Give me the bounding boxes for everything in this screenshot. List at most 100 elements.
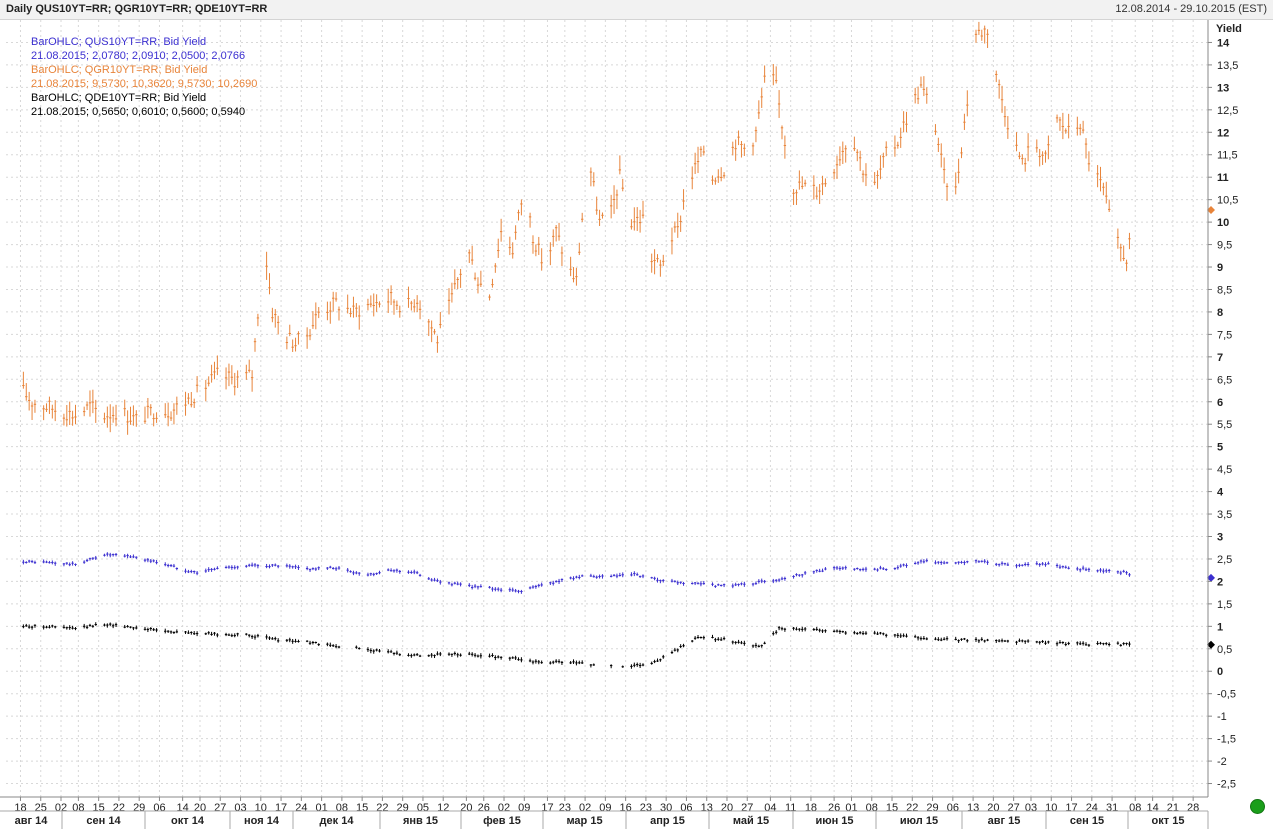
month-label: май 15 (733, 815, 769, 827)
x-tick-label: 31 (1106, 802, 1118, 814)
x-tick-label: 20 (194, 802, 206, 814)
x-tick-label: 09 (599, 802, 611, 814)
month-label: авг 15 (988, 815, 1021, 827)
x-tick-label: 30 (660, 802, 672, 814)
x-tick-label: 29 (397, 802, 409, 814)
month-label: июн 15 (815, 815, 853, 827)
x-tick-label: 09 (518, 802, 530, 814)
legend-series-label: BarOHLC; QUS10YT=RR; Bid Yield (31, 36, 206, 48)
y-tick-label: 1 (1217, 621, 1223, 633)
y-tick-label: 6,5 (1217, 374, 1232, 386)
y-tick-label: 6 (1217, 397, 1223, 409)
x-tick-label: 18 (14, 802, 26, 814)
x-tick-label: 22 (376, 802, 388, 814)
month-label: авг 14 (15, 815, 49, 827)
y-tick-label: 9,5 (1217, 240, 1232, 252)
month-label: фев 15 (483, 815, 521, 827)
legend-series-label: BarOHLC; QDE10YT=RR; Bid Yield (31, 92, 206, 104)
x-tick-label: 20 (987, 802, 999, 814)
month-label: сен 14 (86, 815, 121, 827)
chart-title: Daily QUS10YT=RR; QGR10YT=RR; QDE10YT=RR (6, 3, 268, 15)
y-axis: Yield-2,5-2-1,5-1-0,500,511,522,533,544,… (1207, 20, 1242, 797)
x-tick-label: 24 (295, 802, 307, 814)
grid-layer (6, 20, 1208, 797)
y-tick-label: -1,5 (1217, 734, 1236, 746)
month-label: июл 15 (900, 815, 938, 827)
x-tick-label: 23 (640, 802, 652, 814)
chart-titlebar: Daily QUS10YT=RR; QGR10YT=RR; QDE10YT=RR… (0, 0, 1273, 20)
x-tick-label: 02 (498, 802, 510, 814)
last-value-marker-icon (1207, 573, 1215, 582)
y-tick-label: 13 (1217, 82, 1229, 94)
y-tick-label: 12 (1217, 127, 1229, 139)
legend-series-label: BarOHLC; QGR10YT=RR; Bid Yield (31, 64, 207, 76)
x-tick-label: 28 (1187, 802, 1199, 814)
x-tick-label: 14 (177, 802, 189, 814)
x-tick-label: 01 (845, 802, 857, 814)
legend: BarOHLC; QUS10YT=RR; Bid Yield 21.08.2015… (31, 36, 257, 118)
x-tick-label: 13 (701, 802, 713, 814)
month-label: апр 15 (650, 815, 685, 827)
y-tick-label: 4,5 (1217, 464, 1232, 476)
y-tick-label: 10,5 (1217, 195, 1238, 207)
legend-series-values: 21.08.2015; 9,5730; 10,3620; 9,5730; 10,… (31, 78, 257, 90)
series-qde10ytrr (22, 622, 1215, 669)
month-label: окт 14 (171, 815, 205, 827)
green-status-dot-icon[interactable] (1250, 799, 1265, 814)
series-qgr10ytrr (22, 21, 1215, 435)
x-axis: 18 25 02 08 15 22 29 06 14 20 27 03 10 17 24 01 08 15 22 29… (0, 796, 1209, 829)
last-value-marker-icon (1207, 640, 1215, 649)
x-tick-label: 24 (1086, 802, 1098, 814)
x-tick-label: 14 (1146, 802, 1158, 814)
x-tick-label: 15 (356, 802, 368, 814)
x-tick-label: 17 (275, 802, 287, 814)
x-tick-label: 13 (967, 802, 979, 814)
y-axis-label: Yield (1216, 23, 1242, 35)
x-tick-label: 26 (478, 802, 490, 814)
legend-series-values: 21.08.2015; 0,5650; 0,6010; 0,5600; 0,59… (31, 106, 245, 118)
y-tick-label: 0,5 (1217, 644, 1232, 656)
x-tick-label: 11 (785, 802, 796, 814)
x-tick-label: 04 (764, 802, 776, 814)
x-tick-label: 27 (1008, 802, 1020, 814)
y-tick-label: 14 (1217, 37, 1230, 49)
x-tick-label: 25 (35, 802, 47, 814)
y-tick-label: 12,5 (1217, 105, 1238, 117)
month-label: дек 14 (320, 815, 355, 827)
x-tick-label: 20 (721, 802, 733, 814)
x-tick-label: 22 (113, 802, 125, 814)
x-tick-label: 17 (1065, 802, 1077, 814)
last-value-marker-icon (1207, 205, 1215, 214)
x-tick-label: 15 (93, 802, 105, 814)
plot-background (6, 20, 1208, 797)
y-tick-label: 9 (1217, 262, 1223, 274)
y-tick-label: 4 (1217, 487, 1224, 499)
x-tick-label: 02 (579, 802, 591, 814)
x-tick-label: 29 (133, 802, 145, 814)
x-tick-label: 06 (153, 802, 165, 814)
date-range: 12.08.2014 - 29.10.2015 (EST) (1115, 3, 1267, 15)
x-tick-label: 05 (417, 802, 429, 814)
y-tick-label: 3 (1217, 532, 1223, 544)
x-tick-label: 22 (906, 802, 918, 814)
x-tick-label: 10 (1045, 802, 1057, 814)
x-tick-label: 23 (559, 802, 571, 814)
y-tick-label: 3,5 (1217, 509, 1232, 521)
x-tick-label: 06 (947, 802, 959, 814)
y-tick-label: 2 (1217, 576, 1223, 588)
x-tick-label: 27 (214, 802, 226, 814)
x-tick-label: 08 (72, 802, 84, 814)
x-tick-label: 27 (741, 802, 753, 814)
y-tick-label: 2,5 (1217, 554, 1232, 566)
series-qus10ytrr (22, 552, 1215, 594)
x-tick-label: 29 (926, 802, 938, 814)
y-tick-label: 0 (1217, 666, 1223, 678)
y-tick-label: 11,5 (1217, 150, 1238, 162)
x-tick-label: 20 (460, 802, 472, 814)
month-label: окт 15 (1152, 815, 1185, 827)
y-tick-label: 10 (1217, 217, 1229, 229)
x-tick-label: 08 (336, 802, 348, 814)
y-tick-label: 7 (1217, 352, 1223, 364)
x-tick-label: 06 (680, 802, 692, 814)
